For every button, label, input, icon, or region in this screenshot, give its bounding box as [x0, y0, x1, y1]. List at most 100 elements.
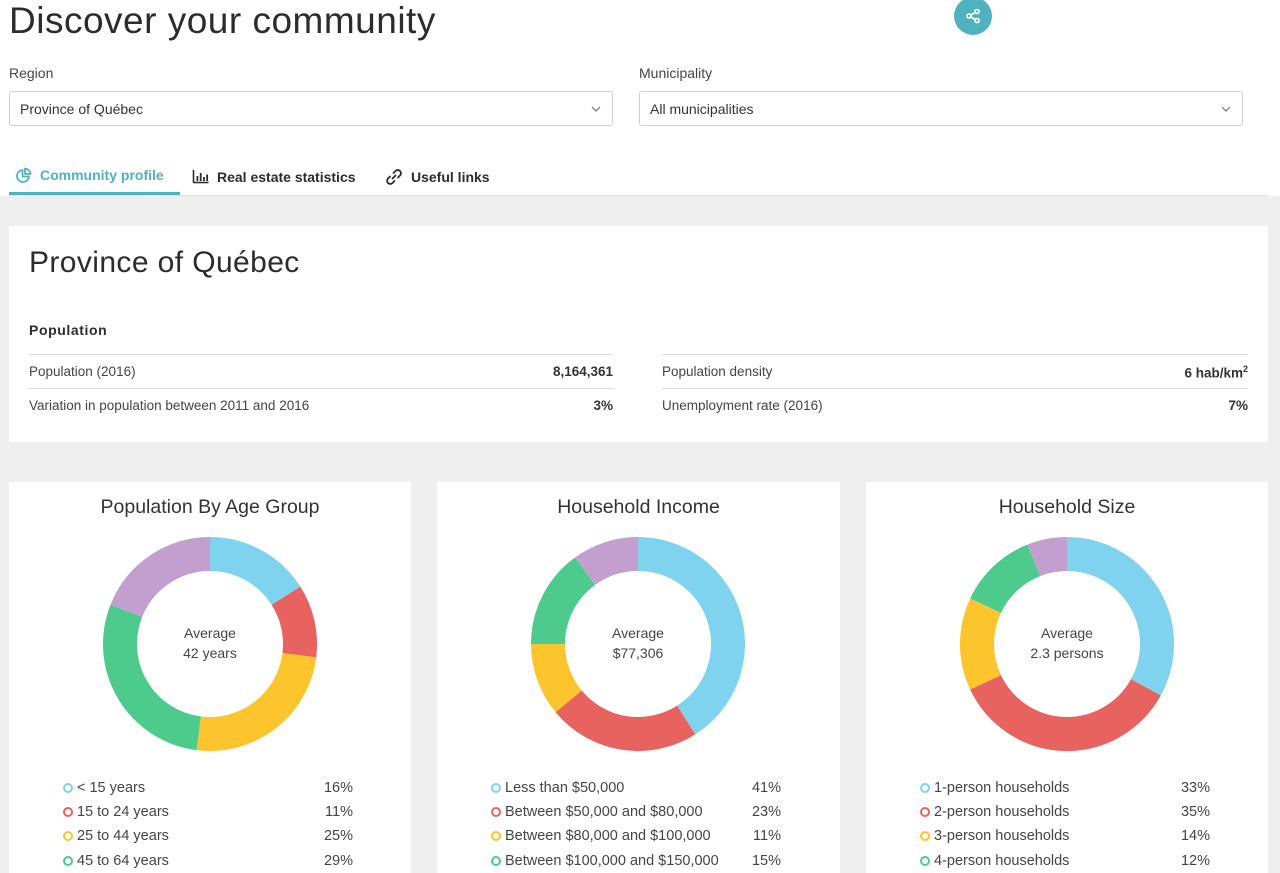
legend-label: 25 to 44 years	[77, 828, 169, 845]
tab-community-profile[interactable]: Community profile	[9, 158, 180, 195]
donut-slice-3	[960, 598, 1002, 690]
tab-label: Real estate statistics	[217, 168, 356, 185]
legend-item: Less than $50,000 41%	[491, 779, 783, 803]
donut-slice-1	[637, 537, 745, 735]
center-label: Average	[184, 625, 236, 641]
tab-label: Community profile	[40, 167, 164, 183]
share-button[interactable]	[954, 0, 992, 35]
stat-row: Unemployment rate (2016) 7%	[662, 388, 1248, 422]
chart-center-text: Average 42 years	[101, 623, 319, 663]
legend-percent: 12%	[1180, 852, 1210, 869]
chart-title: Household Size	[998, 496, 1136, 518]
donut-chart	[960, 537, 1174, 751]
legend-dot-icon	[491, 831, 501, 842]
chart-legend: < 15 years 16% 15 to 24 years 11% 25 to 44 y…	[63, 779, 355, 873]
legend-dot-icon	[63, 807, 73, 818]
legend-label: 1-person households	[934, 780, 1070, 796]
legend-label: 45 to 64 years	[77, 852, 169, 869]
donut-chart	[531, 537, 745, 751]
municipality-select[interactable]: All municipalities	[639, 91, 1243, 126]
chart-center-text: Average $77,306	[529, 623, 747, 663]
stat-label: Population density	[662, 364, 773, 379]
donut-slice-2	[271, 586, 317, 658]
legend-item: Between $80,000 and $100,000 11%	[491, 827, 783, 851]
tab-real-estate-statistics[interactable]: Real estate statistics	[192, 158, 356, 195]
pie-chart-icon	[16, 167, 32, 183]
legend-percent: 41%	[751, 780, 781, 796]
chevron-down-icon	[1221, 106, 1231, 112]
legend-item: 4-person households 12%	[920, 852, 1212, 873]
stat-value: 3%	[593, 398, 613, 413]
donut-slice-4	[531, 557, 596, 645]
chart-card-household-income: Household Income Average $77,306 Less th…	[437, 482, 840, 873]
legend-label: Less than $50,000	[505, 780, 625, 796]
legend-item: 1-person households 33%	[920, 779, 1212, 803]
legend-label: 4-person households	[934, 852, 1070, 869]
region-select[interactable]: Province of Québec	[9, 91, 613, 126]
legend-item: 3-person households 14%	[920, 827, 1212, 851]
chart-card-age-group: Population By Age Group Average 42 years…	[9, 482, 411, 873]
legend-dot-icon	[63, 855, 73, 866]
donut-slice-3	[531, 643, 583, 713]
donut-slice-5	[1027, 537, 1068, 577]
donut-slice-1	[209, 537, 301, 606]
legend-dot-icon	[920, 855, 930, 866]
legend-percent: 11%	[325, 804, 353, 821]
municipality-label: Municipality	[639, 65, 713, 81]
region-select-value: Province of Québec	[20, 101, 143, 117]
stat-value: 8,164,361	[552, 364, 613, 379]
stat-row: Population density 6 hab/km2	[662, 354, 1248, 388]
legend-dot-icon	[63, 831, 73, 842]
chevron-down-icon	[591, 106, 601, 112]
legend-item: 25 to 44 years 25%	[63, 827, 355, 851]
legend-item: Between $100,000 and $150,000 15%	[491, 852, 783, 873]
center-value: $77,306	[612, 645, 664, 661]
legend-dot-icon	[920, 783, 930, 793]
municipality-select-value: All municipalities	[650, 101, 754, 117]
donut-slice-2	[555, 690, 696, 751]
link-icon	[386, 168, 402, 185]
donut-slice-2	[970, 674, 1161, 751]
chart-legend: 1-person households 33% 2-person household…	[920, 779, 1212, 873]
tab-bar: Community profile Real estate statistics…	[9, 158, 1268, 196]
legend-label: Between $80,000 and $100,000	[505, 828, 711, 845]
legend-percent: 29%	[323, 852, 353, 869]
center-label: Average	[1041, 625, 1093, 641]
profile-card: Province of Québec Population Population…	[9, 226, 1268, 442]
donut-slice-4	[103, 604, 202, 751]
region-label: Region	[9, 65, 54, 81]
stat-row: Variation in population between 2011 and…	[29, 388, 613, 422]
legend-percent: 23%	[751, 804, 781, 821]
legend-item: Between $50,000 and $80,000 23%	[491, 803, 783, 827]
chart-card-household-size: Household Size Average 2.3 persons 1-per…	[866, 482, 1268, 873]
page-title: Discover your community	[9, 0, 436, 41]
legend-label: 2-person households	[934, 804, 1070, 821]
tab-useful-links[interactable]: Useful links	[385, 158, 490, 195]
legend-percent: 25%	[323, 828, 353, 845]
legend-dot-icon	[920, 831, 930, 842]
center-label: Average	[612, 625, 664, 641]
legend-percent: 11%	[753, 828, 781, 845]
center-value: 2.3 persons	[1030, 645, 1104, 661]
legend-label: Between $50,000 and $80,000	[505, 804, 703, 821]
donut-slice-5	[575, 537, 639, 586]
chart-center-text: Average 2.3 persons	[958, 623, 1176, 663]
center-value: 42 years	[183, 645, 237, 661]
donut-slice-4	[970, 544, 1041, 614]
legend-percent: 33%	[1180, 780, 1210, 796]
bar-chart-icon	[192, 170, 209, 184]
legend-label: 3-person households	[934, 828, 1070, 845]
stat-value: 6 hab/km2	[1184, 364, 1248, 381]
legend-dot-icon	[63, 783, 73, 793]
stat-row: Population (2016) 8,164,361	[29, 354, 613, 388]
legend-dot-icon	[491, 807, 501, 818]
donut-slice-5	[110, 537, 211, 618]
legend-dot-icon	[920, 807, 930, 818]
legend-item: 45 to 64 years 29%	[63, 852, 355, 873]
legend-label: 15 to 24 years	[77, 804, 169, 821]
stat-label: Unemployment rate (2016)	[662, 398, 823, 413]
donut-slice-3	[196, 652, 317, 751]
chart-legend: Less than $50,000 41% Between $50,000 and …	[491, 779, 783, 873]
legend-percent: 15%	[751, 852, 781, 869]
tab-label: Useful links	[411, 168, 490, 185]
